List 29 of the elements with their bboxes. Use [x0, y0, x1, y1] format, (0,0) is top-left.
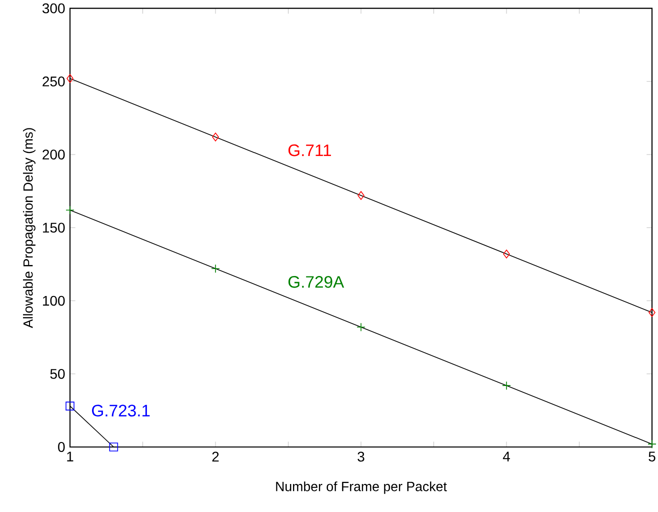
- point: [212, 132, 219, 142]
- point: [356, 322, 366, 332]
- x-tick-label: 3: [358, 452, 364, 462]
- series-label: G.729A: [288, 276, 344, 288]
- x-tick-label: 5: [648, 452, 656, 462]
- point: [648, 440, 656, 448]
- series-label: G.711: [288, 144, 331, 156]
- point: [66, 74, 74, 83]
- point: [66, 402, 74, 410]
- point: [502, 381, 511, 390]
- series-label: G.723.1: [92, 404, 150, 416]
- point: [109, 442, 118, 452]
- point: [66, 206, 74, 215]
- x-axis-title: Number of Frame per Packet: [276, 481, 447, 494]
- y-tick-label: 150: [43, 222, 65, 233]
- y-tick-label: 200: [42, 150, 65, 160]
- point: [358, 191, 364, 200]
- y-axis-title: Allowable Propagation Delay (ms): [23, 128, 36, 328]
- x-tick-label: 4: [502, 452, 510, 462]
- point: [648, 308, 656, 317]
- y-tick-label: 250: [42, 76, 65, 86]
- point: [503, 250, 510, 258]
- x-tick-label: 2: [212, 452, 219, 462]
- x-tick-label: 1: [67, 452, 74, 462]
- y-tick-label: 300: [42, 3, 65, 14]
- y-tick-label: 100: [43, 296, 65, 306]
- y-tick-label: 50: [50, 368, 65, 379]
- y-tick-label: 0: [58, 442, 65, 452]
- point: [211, 264, 220, 274]
